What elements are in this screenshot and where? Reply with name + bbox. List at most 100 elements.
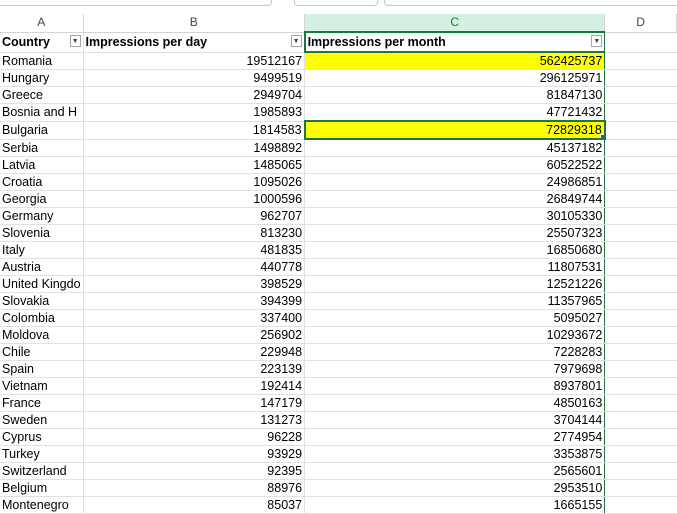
empty-cell[interactable]: [604, 377, 677, 395]
per-month-cell[interactable]: 2565601: [304, 462, 606, 480]
country-cell[interactable]: Croatia: [0, 173, 84, 191]
country-cell[interactable]: Montenegro: [0, 496, 84, 514]
per-day-cell[interactable]: 2949704: [83, 86, 306, 104]
column-header-b[interactable]: B: [83, 14, 306, 33]
per-month-cell[interactable]: 562425737: [304, 52, 606, 70]
country-cell[interactable]: Spain: [0, 360, 84, 378]
empty-cell[interactable]: [604, 496, 677, 514]
per-day-cell[interactable]: 147179: [83, 394, 306, 412]
per-month-cell[interactable]: 3353875: [304, 445, 606, 463]
formula-controls[interactable]: [294, 0, 378, 6]
per-day-cell[interactable]: 19512167: [83, 52, 306, 70]
per-day-cell[interactable]: 337400: [83, 309, 306, 327]
per-month-cell[interactable]: 296125971: [304, 69, 606, 87]
empty-cell[interactable]: [604, 32, 677, 53]
empty-cell[interactable]: [604, 258, 677, 276]
per-day-cell[interactable]: 481835: [83, 241, 306, 259]
name-box[interactable]: [0, 0, 272, 6]
empty-cell[interactable]: [604, 462, 677, 480]
empty-cell[interactable]: [604, 173, 677, 191]
empty-cell[interactable]: [604, 139, 677, 157]
empty-cell[interactable]: [604, 69, 677, 87]
per-day-cell[interactable]: 131273: [83, 411, 306, 429]
per-month-cell[interactable]: 24986851: [304, 173, 606, 191]
country-cell[interactable]: Latvia: [0, 156, 84, 174]
empty-cell[interactable]: [604, 207, 677, 225]
country-cell[interactable]: Slovakia: [0, 292, 84, 310]
per-month-cell[interactable]: 25507323: [304, 224, 606, 242]
per-month-cell[interactable]: 2953510: [304, 479, 606, 497]
empty-cell[interactable]: [604, 121, 677, 140]
country-cell[interactable]: Moldova: [0, 326, 84, 344]
country-cell[interactable]: Colombia: [0, 309, 84, 327]
per-month-cell[interactable]: 30105330: [304, 207, 606, 225]
country-cell[interactable]: Chile: [0, 343, 84, 361]
empty-cell[interactable]: [604, 103, 677, 122]
per-month-cell[interactable]: 2774954: [304, 428, 606, 446]
per-month-cell[interactable]: 12521226: [304, 275, 606, 293]
empty-cell[interactable]: [604, 411, 677, 429]
per-day-cell[interactable]: 1485065: [83, 156, 306, 174]
country-cell[interactable]: Slovenia: [0, 224, 84, 242]
per-month-cell[interactable]: 7228283: [304, 343, 606, 361]
per-month-cell[interactable]: 47721432: [304, 103, 606, 122]
per-day-cell[interactable]: 93929: [83, 445, 306, 463]
column-header-c[interactable]: C: [304, 14, 606, 33]
per-month-cell[interactable]: 60522522: [304, 156, 606, 174]
empty-cell[interactable]: [604, 343, 677, 361]
country-cell[interactable]: Vietnam: [0, 377, 84, 395]
formula-bar[interactable]: [384, 0, 677, 6]
header-country-cell[interactable]: Country ▼: [0, 32, 84, 53]
empty-cell[interactable]: [604, 292, 677, 310]
per-day-cell[interactable]: 1814583: [83, 121, 306, 140]
country-cell[interactable]: Turkey: [0, 445, 84, 463]
country-cell[interactable]: Italy: [0, 241, 84, 259]
country-cell[interactable]: Serbia: [0, 139, 84, 157]
country-cell[interactable]: Sweden: [0, 411, 84, 429]
empty-cell[interactable]: [604, 224, 677, 242]
empty-cell[interactable]: [604, 360, 677, 378]
country-cell[interactable]: Georgia: [0, 190, 84, 208]
filter-dropdown-icon[interactable]: ▼: [290, 34, 302, 47]
per-day-cell[interactable]: 1985893: [83, 103, 306, 122]
per-month-cell[interactable]: 4850163: [304, 394, 606, 412]
country-cell[interactable]: Greece: [0, 86, 84, 104]
country-cell[interactable]: Cyprus: [0, 428, 84, 446]
country-cell[interactable]: Hungary: [0, 69, 84, 87]
per-day-cell[interactable]: 92395: [83, 462, 306, 480]
per-day-cell[interactable]: 1498892: [83, 139, 306, 157]
per-day-cell[interactable]: 192414: [83, 377, 306, 395]
per-month-cell[interactable]: 16850680: [304, 241, 606, 259]
empty-cell[interactable]: [604, 52, 677, 70]
active-cell[interactable]: 72829318: [303, 120, 606, 140]
per-day-cell[interactable]: 85037: [83, 496, 306, 514]
country-cell[interactable]: United Kingdo: [0, 275, 84, 293]
country-cell[interactable]: Belgium: [0, 479, 84, 497]
empty-cell[interactable]: [604, 428, 677, 446]
empty-cell[interactable]: [604, 479, 677, 497]
column-header-d[interactable]: D: [604, 14, 677, 33]
per-day-cell[interactable]: 394399: [83, 292, 306, 310]
country-cell[interactable]: Bulgaria: [0, 121, 84, 140]
per-day-cell[interactable]: 813230: [83, 224, 306, 242]
country-cell[interactable]: Bosnia and H: [0, 103, 84, 122]
country-cell[interactable]: Romania: [0, 52, 84, 70]
fill-handle[interactable]: [599, 134, 603, 137]
country-cell[interactable]: Austria: [0, 258, 84, 276]
per-day-cell[interactable]: 398529: [83, 275, 306, 293]
per-month-cell[interactable]: 5095027: [304, 309, 606, 327]
empty-cell[interactable]: [604, 275, 677, 293]
per-day-cell[interactable]: 1000596: [83, 190, 306, 208]
per-month-cell[interactable]: 26849744: [304, 190, 606, 208]
empty-cell[interactable]: [604, 445, 677, 463]
per-day-cell[interactable]: 440778: [83, 258, 306, 276]
per-day-cell[interactable]: 96228: [83, 428, 306, 446]
per-day-cell[interactable]: 229948: [83, 343, 306, 361]
per-month-cell[interactable]: 11807531: [304, 258, 606, 276]
empty-cell[interactable]: [604, 241, 677, 259]
per-day-cell[interactable]: 9499519: [83, 69, 306, 87]
per-month-cell[interactable]: 1665155: [304, 496, 606, 514]
per-month-cell[interactable]: 11357965: [304, 292, 606, 310]
per-day-cell[interactable]: 223139: [83, 360, 306, 378]
empty-cell[interactable]: [604, 326, 677, 344]
